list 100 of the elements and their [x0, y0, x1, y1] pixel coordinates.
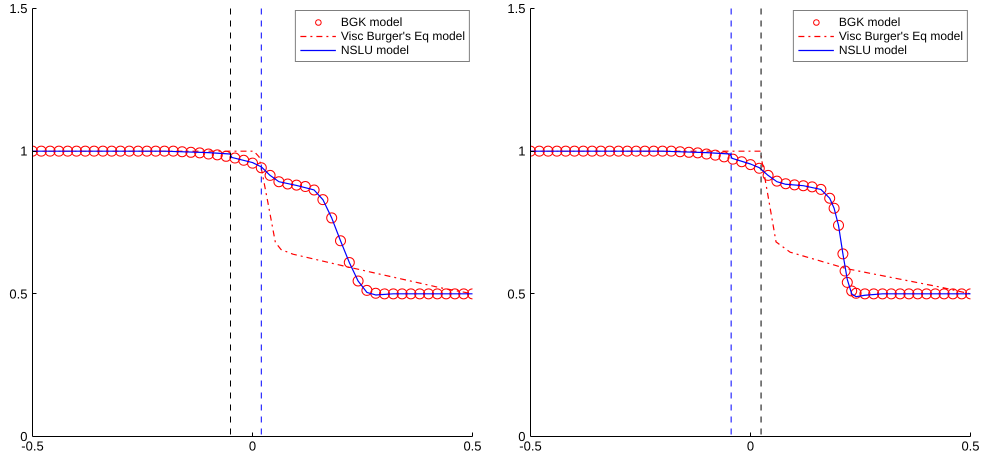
point	[921, 288, 932, 300]
point	[405, 288, 416, 300]
point	[622, 146, 633, 157]
point	[534, 146, 545, 157]
point	[828, 202, 840, 214]
point	[578, 146, 589, 157]
y-tick-label: 1.5	[507, 1, 526, 16]
y-tick-label: 0	[518, 429, 526, 444]
point	[789, 179, 800, 190]
point	[648, 146, 660, 157]
point	[44, 146, 56, 157]
point	[674, 146, 686, 158]
point	[710, 150, 721, 161]
point	[846, 285, 858, 296]
legend-label: Visc Burger's Eq model	[340, 29, 465, 43]
point	[850, 288, 862, 299]
point	[62, 146, 74, 157]
point	[666, 146, 677, 157]
y-tick-label: 1	[20, 144, 28, 159]
point	[71, 146, 82, 157]
point	[388, 288, 399, 300]
point	[326, 212, 338, 224]
point	[657, 146, 668, 157]
point	[930, 288, 941, 300]
x-tick-label: 0.5	[961, 438, 980, 454]
point	[551, 146, 562, 157]
point	[256, 162, 267, 174]
point	[53, 146, 64, 157]
point	[282, 178, 294, 190]
point	[595, 146, 606, 157]
x-tick-label: 0	[248, 438, 256, 454]
point	[379, 288, 390, 300]
point	[176, 146, 188, 158]
point	[291, 180, 302, 191]
point	[894, 288, 906, 300]
point	[273, 176, 284, 188]
point	[423, 288, 434, 300]
point	[458, 288, 470, 300]
point	[877, 288, 888, 300]
point	[264, 170, 276, 181]
point	[238, 154, 250, 166]
point	[938, 288, 950, 300]
point	[586, 146, 598, 157]
point	[370, 288, 382, 299]
point	[639, 146, 650, 157]
point	[229, 152, 240, 164]
point	[630, 146, 642, 157]
point	[613, 146, 624, 157]
point	[806, 181, 818, 192]
point	[701, 148, 712, 160]
point	[842, 276, 853, 288]
point	[683, 146, 694, 158]
y-tick-label: 0.5	[507, 286, 526, 302]
point	[449, 288, 460, 300]
legend-label: BGK model	[838, 15, 900, 29]
point	[335, 235, 346, 246]
point	[150, 146, 162, 157]
point	[300, 181, 311, 192]
point	[194, 147, 206, 158]
point	[736, 156, 748, 168]
point	[247, 158, 258, 169]
point	[414, 288, 426, 300]
point	[344, 256, 355, 268]
point	[396, 288, 408, 300]
point	[440, 288, 452, 300]
point	[352, 276, 364, 286]
y-tick-label: 1.5	[9, 1, 28, 16]
point	[36, 146, 47, 157]
point	[745, 159, 756, 170]
point	[771, 176, 782, 187]
point	[569, 146, 580, 157]
point	[868, 288, 880, 300]
point	[798, 180, 809, 192]
point	[220, 150, 232, 162]
y-tick-label: 0	[20, 429, 28, 444]
point	[115, 146, 126, 157]
point	[212, 149, 223, 160]
point	[132, 146, 144, 157]
point	[947, 288, 958, 300]
point	[317, 194, 328, 206]
point	[159, 146, 170, 157]
point	[97, 146, 108, 157]
y-tick-label: 1	[518, 144, 526, 159]
point	[308, 184, 320, 196]
point	[88, 146, 100, 157]
point	[762, 170, 774, 181]
legend-label: NSLU model	[838, 43, 907, 57]
y-tick-label: 0.5	[9, 286, 28, 302]
legend-label: NSLU model	[340, 43, 409, 57]
point	[840, 266, 851, 276]
point	[815, 184, 826, 195]
legend-label: Visc Burger's Eq model	[838, 29, 963, 43]
x-tick-label: 0	[746, 438, 754, 454]
point	[185, 146, 196, 158]
point	[912, 288, 924, 300]
point	[824, 192, 836, 204]
x-tick-label: 0.5	[463, 438, 482, 454]
legend-label: BGK model	[340, 15, 402, 29]
point	[780, 178, 792, 190]
point	[754, 162, 765, 174]
